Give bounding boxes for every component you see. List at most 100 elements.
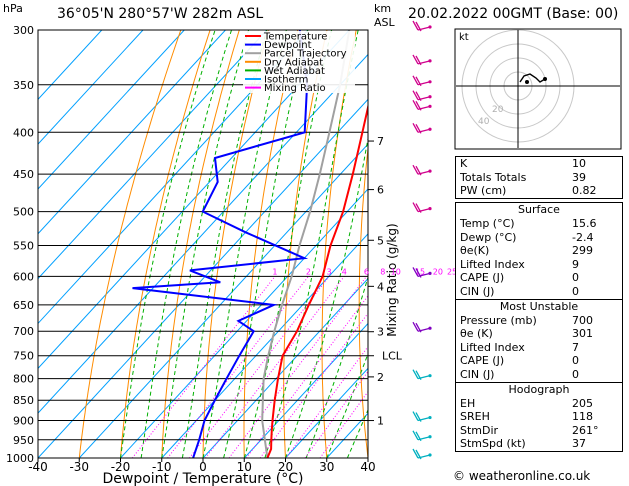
mixing-ratio-line xyxy=(304,370,368,458)
index-row: PW (cm) 0.82 xyxy=(460,184,597,198)
x-tick-label: 20 xyxy=(278,460,293,474)
km-tick-label: 5 xyxy=(377,234,384,247)
plot-area xyxy=(38,30,368,458)
wind-barb xyxy=(412,164,432,176)
dry-adiabat-line xyxy=(120,30,211,458)
pressure-tick-label: 500 xyxy=(13,206,34,219)
surface-title: Surface xyxy=(518,203,560,216)
index-row: CAPE (J) 0 xyxy=(460,354,579,368)
index-row: EH 205 xyxy=(460,396,593,410)
isotherm-line xyxy=(285,367,368,458)
hodograph-title: Hodograph xyxy=(456,381,622,397)
mixing-ratio-label: 1 xyxy=(272,267,277,276)
wind-barb xyxy=(412,369,432,380)
index-row: Totals Totals 39 xyxy=(460,170,586,184)
hodograph-unit-label: kt xyxy=(459,32,469,43)
legend-entry: Parcel Trajectory xyxy=(264,49,347,60)
isotherm-line xyxy=(38,30,185,190)
x-tick-label: 30 xyxy=(319,460,334,474)
index-row: Pressure (mb) 700 xyxy=(460,313,593,327)
isotherm-line xyxy=(38,98,368,458)
wind-barb xyxy=(412,75,432,87)
wet-adiabat-line xyxy=(223,30,309,458)
hodograph-box xyxy=(454,28,622,150)
index-row: SREH 118 xyxy=(460,410,593,424)
asl-label: ASL xyxy=(374,16,395,29)
isotherm-line xyxy=(38,30,350,370)
mixing-ratio-label: 20 xyxy=(433,267,443,276)
legend-entry: Dry Adiabat xyxy=(264,57,323,68)
legend-box xyxy=(243,31,355,93)
pressure-tick-label: 750 xyxy=(13,350,34,363)
mixing-ratio-line xyxy=(205,276,345,458)
isotherm-line xyxy=(243,322,368,458)
isotherm-line xyxy=(202,277,368,458)
wind-barb xyxy=(412,430,432,442)
index-row: θe (K) 301 xyxy=(460,327,593,341)
km-tick-label: 1 xyxy=(377,415,384,428)
isotherm-line xyxy=(38,30,144,145)
mixing-ratio-label: 3 xyxy=(326,267,331,276)
x-tick-label: -30 xyxy=(69,460,89,474)
wind-barb xyxy=(412,90,432,102)
isotherm-line xyxy=(38,30,309,325)
x-axis-label: Dewpoint / Temperature (°C) xyxy=(103,471,304,486)
km-tick-label: LCL xyxy=(382,350,403,363)
pressure-tick-label: 950 xyxy=(13,434,34,447)
pressure-tick-label: 900 xyxy=(13,415,34,428)
pressure-tick-label: 800 xyxy=(13,373,34,386)
isotherm-line xyxy=(161,233,368,458)
dry-adiabat-line xyxy=(161,30,240,458)
hodograph-trace xyxy=(519,73,546,83)
wet-adiabat-line xyxy=(120,30,216,458)
km-tick-label: 4 xyxy=(377,280,384,293)
wind-barb xyxy=(412,122,432,134)
mixing-ratio-axis-label: Mixing Ratio (g/kg) xyxy=(385,223,399,336)
index-row: Lifted Index 7 xyxy=(460,340,579,354)
pressure-tick-label: 400 xyxy=(13,126,34,139)
x-tick-label: -20 xyxy=(111,460,131,474)
index-row: StmSpd (kt) 37 xyxy=(460,437,586,451)
location-title: 36°05'N 280°57'W 282m ASL xyxy=(57,6,264,22)
indices-surface: Surface Temp (°C) 15.6 Dewp (°C) -2.4 θe(K… xyxy=(455,202,623,452)
pressure-tick-label: 650 xyxy=(13,299,34,312)
km-label: km xyxy=(374,2,392,15)
index-row: K 10 xyxy=(460,157,586,170)
isotherm-line xyxy=(38,53,368,414)
legend-entry: Wet Adiabat xyxy=(264,66,325,77)
x-tick-label: 0 xyxy=(199,460,207,474)
mixing-ratio-line xyxy=(131,276,276,458)
mixing-ratio-label: 15 xyxy=(415,267,425,276)
pressure-tick-label: 350 xyxy=(13,79,34,92)
copyright-footer: © weatheronline.co.uk xyxy=(453,469,591,483)
mixing-ratio-label: 2 xyxy=(306,267,311,276)
units-label: hPa xyxy=(3,2,23,15)
pressure-tick-label: 450 xyxy=(13,168,34,181)
legend-entry: Dewpoint xyxy=(264,40,312,51)
isotherm-line xyxy=(120,188,368,458)
index-row: θe(K) 299 xyxy=(460,244,593,258)
index-row: Dewp (°C) -2.4 xyxy=(460,230,594,244)
mixing-ratio-line xyxy=(285,345,368,458)
dewpoint-line xyxy=(132,30,309,458)
index-row: CAPE (J) 0 xyxy=(460,271,579,285)
pressure-tick-label: 1000 xyxy=(6,452,34,465)
hodograph-endpoint xyxy=(543,77,547,81)
temperature-line xyxy=(266,102,368,458)
x-tick-label: -40 xyxy=(28,460,48,474)
index-row: CIN (J) 0 xyxy=(460,284,579,298)
pressure-tick-label: 850 xyxy=(13,394,34,407)
datetime-title: 20.02.2022 00GMT (Base: 00) xyxy=(408,6,619,22)
wind-barb xyxy=(412,202,432,213)
wind-barb xyxy=(412,448,432,460)
mixing-ratio-label: 8 xyxy=(380,267,385,276)
hodograph-ring-label: 20 xyxy=(492,105,504,115)
legend-entry: Temperature xyxy=(263,32,327,43)
isotherm-line xyxy=(78,143,368,458)
mixing-ratio-label: 4 xyxy=(342,267,347,276)
pressure-tick-label: 600 xyxy=(13,270,34,283)
x-tick-label: 40 xyxy=(360,460,375,474)
wind-barb xyxy=(412,20,432,32)
km-tick-label: 2 xyxy=(377,371,384,384)
